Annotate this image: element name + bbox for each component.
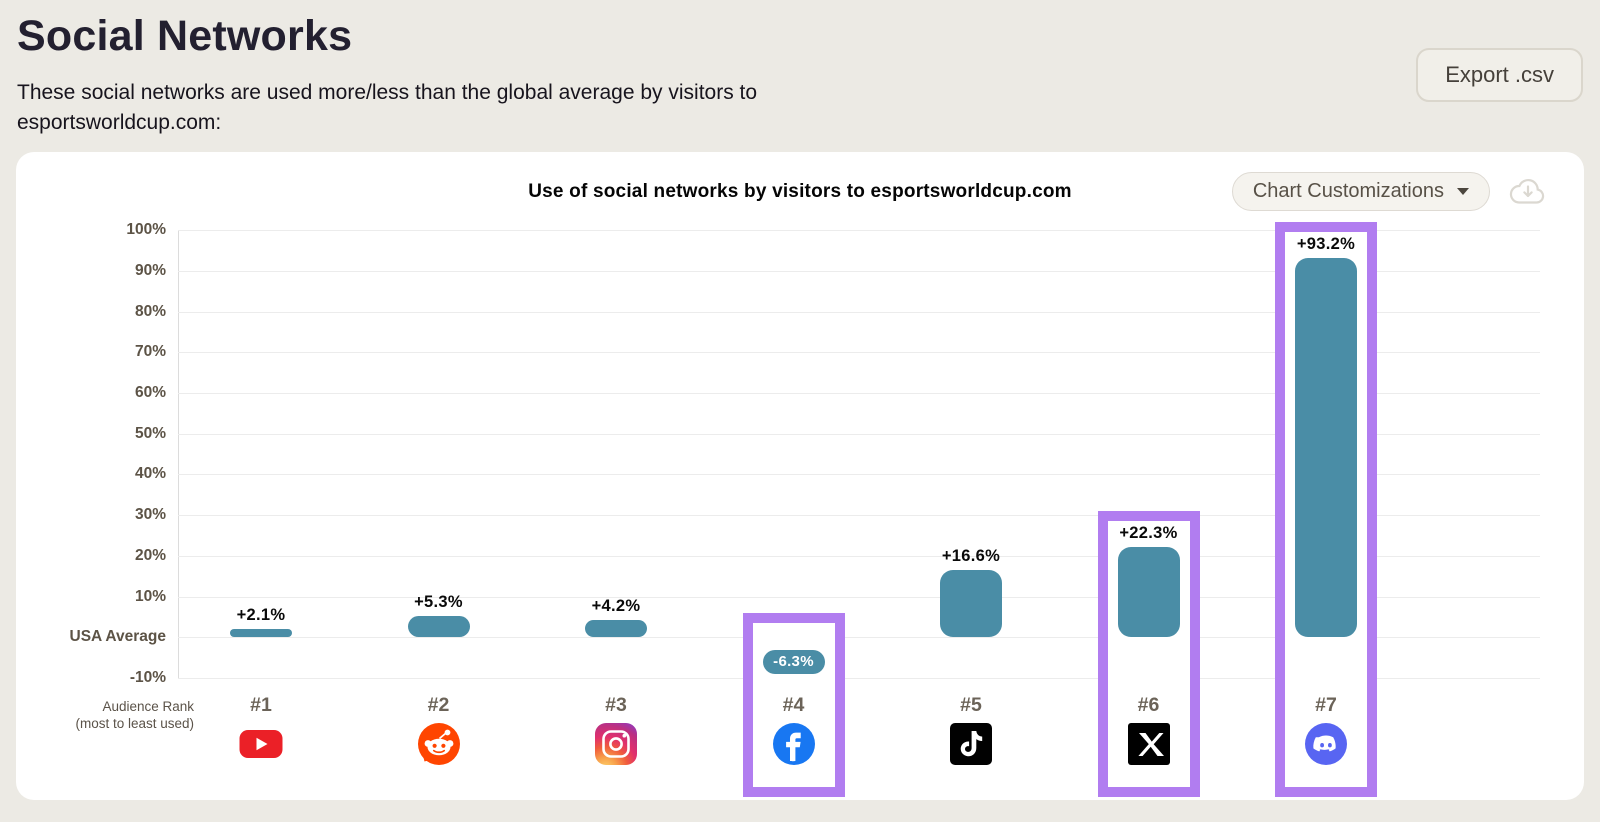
rank-label: #6	[1137, 694, 1160, 716]
plot-area: 100% 90% 80% 70% 60% 50% 40% 30% 20% 10% USA Avera…	[16, 152, 1584, 800]
y-tick-label: 40%	[134, 465, 166, 483]
y-tick-label: 20%	[134, 546, 166, 564]
rank-label: #2	[427, 694, 450, 716]
bar-tiktok[interactable]	[940, 569, 1002, 638]
facebook-icon	[772, 722, 816, 766]
x-icon	[1127, 722, 1171, 766]
gridline	[178, 596, 1540, 598]
gridline	[178, 637, 1540, 639]
y-tick-label: 80%	[134, 302, 166, 320]
bar-value-label: +93.2%	[1296, 234, 1356, 253]
rank-label: #1	[250, 694, 272, 716]
y-tick-label: 60%	[134, 383, 166, 401]
y-tick-label: 10%	[134, 587, 166, 605]
cloud-download-icon[interactable]	[1508, 175, 1548, 209]
chart-card: Use of social networks by visitors to es…	[16, 152, 1584, 800]
chart-customizations-label: Chart Customizations	[1252, 180, 1444, 202]
y-tick-label: 70%	[134, 343, 166, 361]
bar-value-label: +2.1%	[236, 605, 286, 624]
gridline	[178, 392, 1540, 394]
x-axis-title-line2: (most to least used)	[75, 716, 194, 732]
page-title: Social Networks	[17, 12, 353, 60]
y-tick-label: 90%	[134, 261, 166, 279]
bar-value-label: +22.3%	[1119, 523, 1178, 542]
gridline	[178, 474, 1540, 476]
y-tick-label: USA Average	[69, 628, 166, 646]
bar-facebook[interactable]	[762, 650, 825, 675]
tiktok-icon	[949, 722, 993, 766]
reddit-icon	[417, 722, 461, 766]
gridline	[178, 230, 1540, 231]
gridline	[178, 515, 1540, 517]
instagram-icon	[594, 722, 638, 766]
y-tick-label: 30%	[134, 506, 166, 524]
bar-instagram[interactable]	[585, 620, 647, 638]
bar-reddit[interactable]	[407, 615, 470, 638]
gridline	[178, 270, 1540, 272]
gridline	[178, 555, 1540, 557]
y-tick-label: 50%	[134, 424, 166, 442]
bar-youtube[interactable]	[230, 628, 292, 638]
gridline	[178, 433, 1540, 435]
bar-value-label: +5.3%	[414, 592, 463, 611]
highlight-box	[742, 613, 845, 797]
gridline	[178, 311, 1540, 313]
chart-customizations-button[interactable]: Chart Customizations	[1231, 172, 1490, 211]
youtube-icon	[239, 722, 283, 766]
gridline	[178, 352, 1540, 354]
rank-label: #4	[782, 694, 805, 716]
chart-title: Use of social networks by visitors to es…	[528, 181, 1072, 202]
discord-icon	[1304, 722, 1348, 766]
gridline	[178, 678, 1540, 679]
bar-value-label: -6.3%	[773, 653, 814, 671]
bar-x[interactable]	[1117, 546, 1180, 638]
y-tick-label: 100%	[126, 221, 166, 238]
export-csv-button[interactable]: Export .csv	[1416, 48, 1583, 102]
rank-label: #5	[960, 694, 982, 716]
y-tick-label: -10%	[129, 669, 166, 686]
chevron-down-icon	[1457, 188, 1469, 195]
bar-value-label: +16.6%	[941, 546, 1001, 565]
page-subtitle: These social networks are used more/less…	[17, 81, 758, 134]
bar-discord[interactable]	[1295, 257, 1357, 638]
bar-value-label: +4.2%	[591, 597, 641, 616]
x-axis-title-line1: Audience Rank	[102, 699, 194, 714]
rank-label: #3	[605, 694, 627, 716]
y-axis-line	[178, 230, 179, 678]
x-axis-title: Audience Rank (most to least used)	[16, 698, 194, 733]
rank-label: #7	[1315, 694, 1337, 716]
